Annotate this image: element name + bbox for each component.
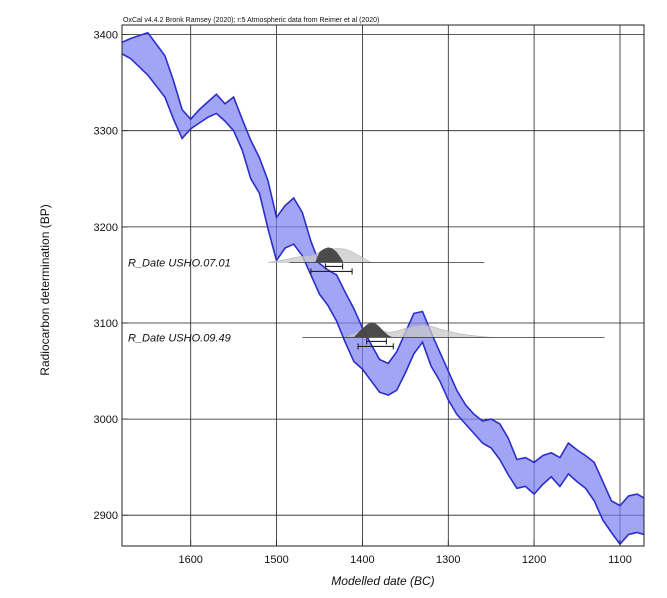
x-tick-label: 1300	[436, 554, 460, 566]
calibration-band	[122, 32, 644, 545]
x-tick-label: 1400	[350, 554, 374, 566]
y-tick-label: 2900	[94, 510, 118, 522]
range-95-bar	[310, 268, 353, 275]
y-tick-label: 3000	[94, 414, 118, 426]
y-axis-title: Radiocarbon determination (BP)	[38, 204, 52, 375]
x-tick-label: 1600	[178, 554, 202, 566]
calibration-lower-edge	[121, 53, 645, 546]
calibration-curve	[121, 31, 645, 546]
y-tick-label: 3400	[94, 30, 118, 42]
sample-label: R_Date USHO.09.49	[128, 332, 231, 344]
chart-credit: OxCal v4.4.2 Bronk Ramsey (2020); r:5 At…	[123, 17, 379, 24]
posterior-distribution	[315, 247, 344, 263]
y-tick-label: 3100	[94, 318, 118, 330]
x-tick-label: 1200	[522, 554, 546, 566]
y-tick-label: 3200	[94, 222, 118, 234]
range-68-bar	[324, 263, 344, 270]
x-axis-title: Modelled date (BC)	[331, 574, 434, 588]
range-95-bar	[357, 343, 394, 350]
plot-frame	[121, 24, 645, 547]
calibration-upper-edge	[121, 31, 645, 507]
grid-lines	[122, 25, 644, 546]
posterior-distribution	[353, 322, 393, 338]
sample-label: R_Date USHO.07.01	[128, 257, 231, 269]
y-tick-label: 3300	[94, 126, 118, 138]
axis-ticks: 1600 1500 1400 1300 1200 1100 3400 3300 3200 3100…	[94, 30, 632, 566]
x-tick-label: 1100	[608, 554, 632, 566]
sample-distributions: R_Date USHO.07.01 R_Date USHO.09.49	[128, 247, 605, 350]
x-tick-label: 1500	[264, 554, 288, 566]
range-68-bar	[366, 338, 387, 345]
